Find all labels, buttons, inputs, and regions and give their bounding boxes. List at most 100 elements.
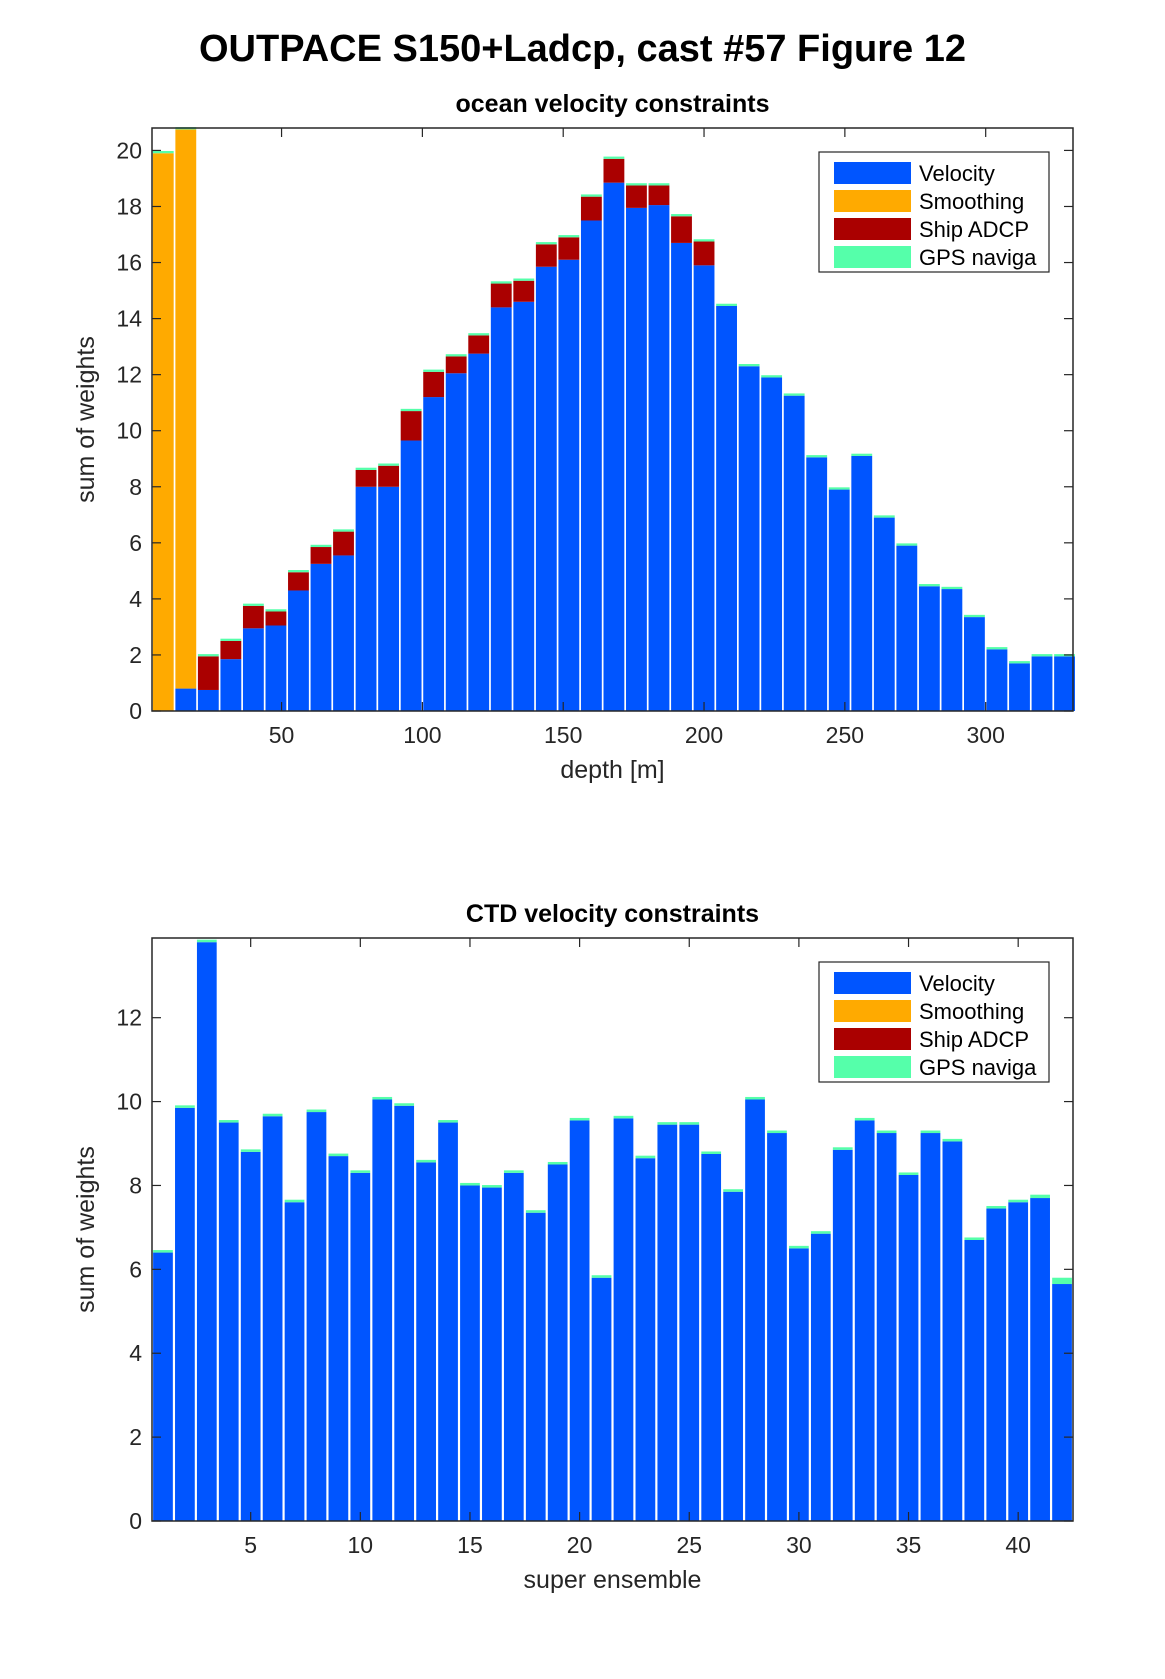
- y-tick-label: 6: [129, 530, 142, 556]
- y-tick-label: 16: [116, 250, 142, 276]
- y-tick-label: 6: [129, 1256, 142, 1282]
- bar-segment: [851, 453, 873, 456]
- bar-segment: [310, 563, 332, 711]
- bar-segment: [580, 220, 602, 711]
- bar-segment: [896, 543, 918, 546]
- x-tick-label: 35: [896, 1532, 922, 1558]
- bar-segment: [964, 1237, 985, 1240]
- bar-segment: [1030, 1198, 1050, 1521]
- bar-segment: [445, 373, 467, 711]
- bar-segment: [806, 457, 828, 711]
- bar-segment: [513, 278, 535, 281]
- bar-segment: [603, 182, 625, 711]
- bar-segment: [333, 529, 354, 532]
- bar-segment: [423, 371, 445, 398]
- y-tick-label: 10: [116, 418, 142, 444]
- bar-segment: [986, 1206, 1007, 1209]
- bar-segment: [240, 1149, 261, 1152]
- bar-segment: [196, 942, 217, 1521]
- y-tick-label: 2: [129, 642, 142, 668]
- bar-segment: [783, 395, 805, 711]
- bar-segment: [580, 194, 602, 197]
- bar-segment: [873, 517, 895, 711]
- y-tick-label: 4: [129, 586, 142, 612]
- bar-segment: [738, 364, 760, 367]
- y-tick-label: 20: [116, 137, 142, 163]
- bar-segment: [1009, 661, 1030, 664]
- bar-segment: [152, 153, 174, 712]
- legend-swatch: [834, 1028, 911, 1050]
- bar-segment: [460, 1182, 480, 1186]
- bar-segment: [558, 237, 580, 260]
- x-axis-label: depth [m]: [560, 756, 664, 784]
- y-tick-label: 8: [129, 474, 142, 500]
- x-tick-label: 200: [685, 722, 723, 748]
- bar-segment: [1054, 656, 1075, 711]
- bar-segment: [482, 1187, 502, 1521]
- bar-segment: [635, 1158, 656, 1521]
- bar-segment: [288, 570, 309, 573]
- bar-segment: [657, 1124, 678, 1521]
- bar-segment: [242, 628, 264, 711]
- bar-segment: [328, 1156, 349, 1521]
- bar-segment: [580, 196, 602, 221]
- bar-segment: [783, 393, 805, 396]
- bar-segment: [262, 1113, 283, 1117]
- bar-segment: [832, 1147, 853, 1150]
- bar-segment: [220, 659, 242, 711]
- bar-segment: [265, 609, 287, 612]
- legend-label: Velocity: [919, 971, 995, 996]
- legend-swatch: [834, 972, 911, 994]
- bar-segment: [490, 283, 512, 308]
- bar-segment: [152, 150, 174, 154]
- bar-segment: [716, 305, 737, 711]
- y-tick-label: 0: [129, 1508, 142, 1534]
- bar-segment: [445, 354, 467, 357]
- legend-label: Ship ADCP: [919, 217, 1029, 242]
- bar-segment: [789, 1248, 809, 1521]
- bar-segment: [648, 185, 670, 206]
- bar-segment: [547, 1161, 568, 1165]
- bar-segment: [400, 408, 422, 412]
- bar-segment: [671, 216, 692, 243]
- legend: Velocity Smoothing Ship ADCP GPS naviga: [818, 151, 1050, 273]
- bar-segment: [438, 1122, 458, 1521]
- x-tick-label: 5: [244, 1532, 257, 1558]
- bar-segment: [657, 1122, 678, 1125]
- bar-segment: [693, 265, 715, 711]
- bar-segment: [1008, 1202, 1029, 1521]
- bar-segment: [767, 1133, 787, 1521]
- bar-segment: [613, 1115, 634, 1119]
- y-axis-label: sum of weights: [72, 1146, 100, 1313]
- bar-segment: [535, 244, 557, 267]
- bar-segment: [898, 1174, 919, 1521]
- bar-segment: [810, 1233, 831, 1521]
- legend-label: Smoothing: [919, 189, 1024, 214]
- bar-segment: [701, 1151, 722, 1155]
- bar-segment: [716, 303, 737, 306]
- bar-segment: [310, 544, 332, 548]
- bar-segment: [197, 689, 219, 711]
- bar-segment: [738, 366, 760, 711]
- bar-segment: [767, 1130, 787, 1134]
- x-tick-label: 15: [457, 1532, 483, 1558]
- bar-segment: [513, 301, 535, 711]
- bar-segment: [964, 617, 985, 711]
- y-tick-label: 18: [116, 193, 142, 219]
- chart-title: ocean velocity constraints: [455, 90, 769, 118]
- bar-segment: [591, 1275, 612, 1278]
- bar-segment: [378, 463, 400, 466]
- bar-segment: [920, 1130, 941, 1134]
- bar-segment: [284, 1202, 305, 1521]
- y-tick-label: 14: [116, 306, 142, 332]
- bar-segment: [920, 1133, 941, 1521]
- x-tick-label: 25: [676, 1532, 702, 1558]
- bar-segment: [1008, 1199, 1029, 1203]
- bar-segment: [355, 467, 377, 470]
- bar-segment: [197, 654, 219, 657]
- legend-label: Smoothing: [919, 999, 1024, 1024]
- bar-segment: [789, 1245, 809, 1249]
- bar-segment: [558, 235, 580, 238]
- bar-segment: [603, 158, 625, 183]
- bar-segment: [468, 335, 490, 354]
